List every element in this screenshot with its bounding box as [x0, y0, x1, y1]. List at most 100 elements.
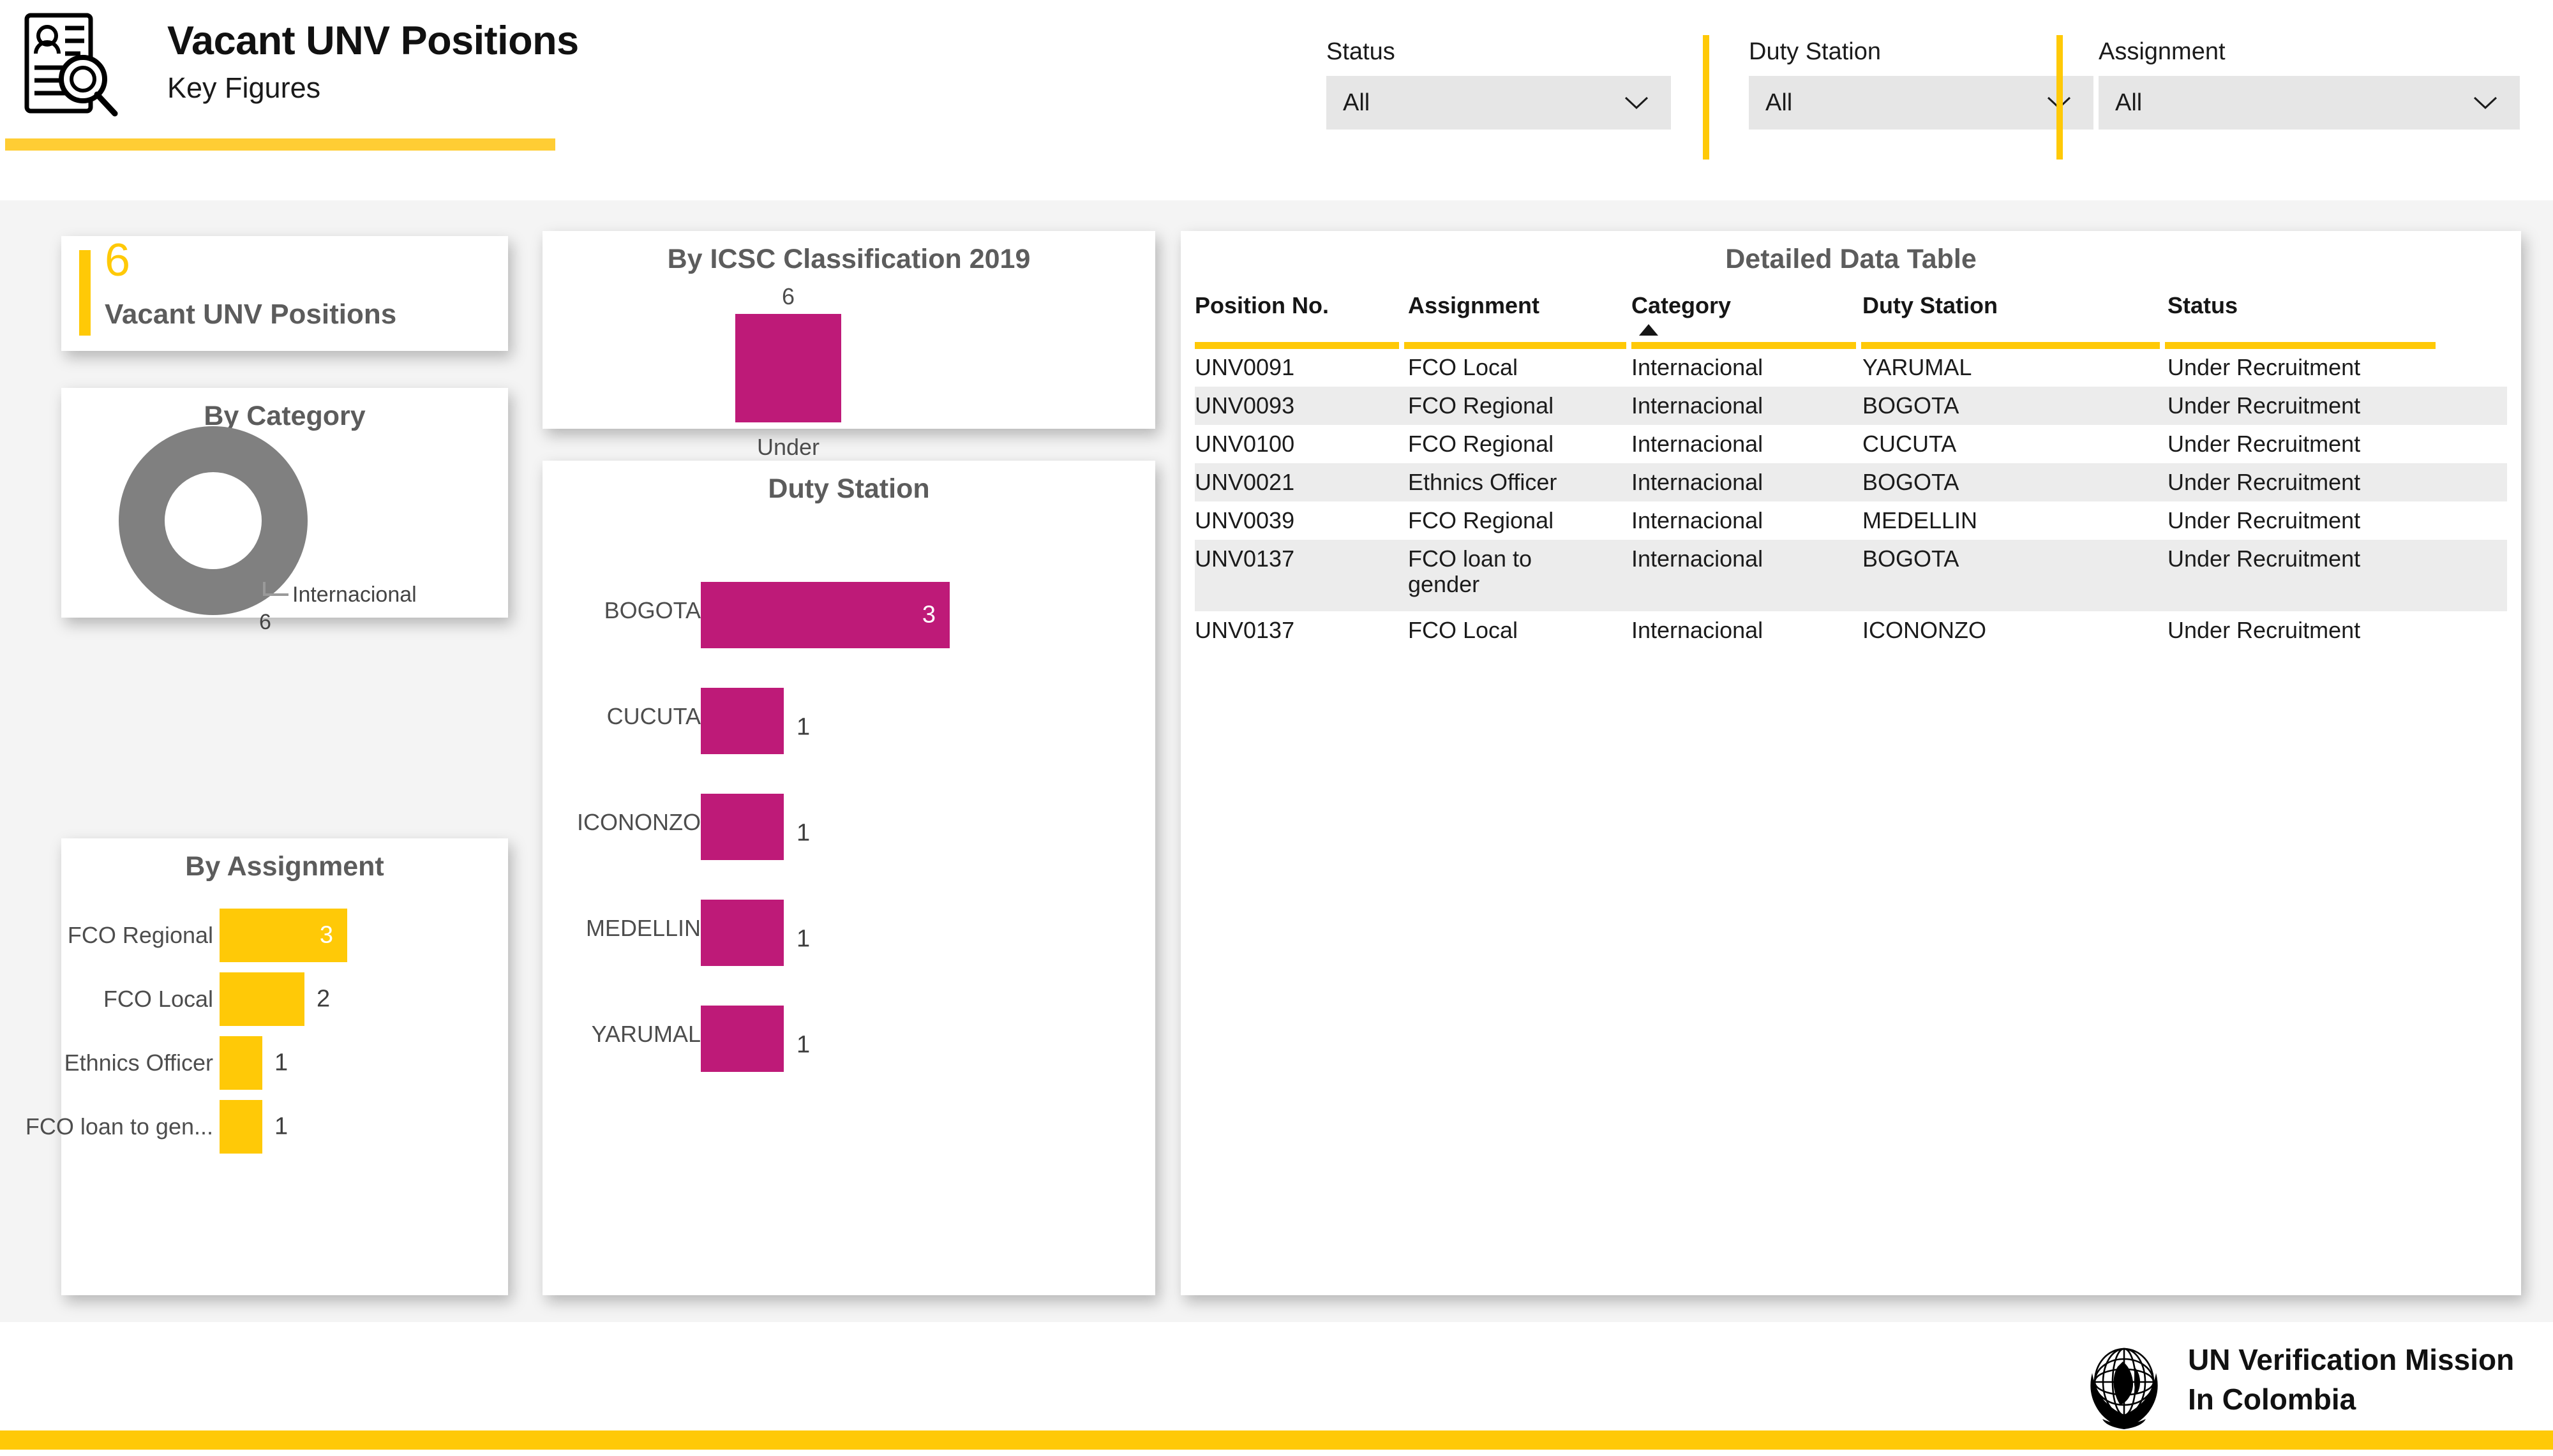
table-header-rule [2165, 342, 2436, 349]
data-table[interactable]: Position No. Assignment Category Duty St… [1195, 292, 2507, 650]
cell-position-no: UNV0100 [1195, 431, 1295, 457]
chevron-down-icon [1624, 96, 1649, 110]
bar-row-assignment[interactable]: FCO Regional 3 [61, 909, 508, 962]
donut-label-category: Internacional [292, 583, 417, 607]
bar-category-label: BOGOTA [604, 597, 701, 623]
column-header-assignment[interactable]: Assignment [1408, 292, 1540, 318]
bar-category-label: FCO loan to gen... [25, 1113, 213, 1140]
column-header-status[interactable]: Status [2167, 292, 2238, 318]
cell-assignment: Ethnics Officer [1408, 469, 1557, 495]
bar-fill[interactable] [701, 794, 784, 860]
bar-category-label: ICONONZO [577, 809, 701, 835]
bar-category-label: CUCUTA [606, 703, 701, 729]
bar-category-label: MEDELLIN [585, 915, 701, 941]
donut-slice-internacional [119, 426, 308, 615]
cell-duty-station: BOGOTA [1862, 469, 1959, 495]
cell-category: Internacional [1631, 392, 1763, 419]
table-row[interactable]: UNV0091 FCO Local Internacional YARUMAL … [1195, 348, 2507, 387]
bar-fill[interactable] [701, 1006, 784, 1072]
table-row[interactable]: UNV0137 FCO loan to gender Internacional… [1195, 540, 2507, 611]
cell-category: Internacional [1631, 507, 1763, 533]
bar-row-assignment[interactable]: Ethnics Officer 1 [61, 1036, 508, 1090]
cell-assignment: FCO Local [1408, 617, 1518, 643]
cell-category: Internacional [1631, 546, 1763, 572]
cell-category: Internacional [1631, 617, 1763, 643]
un-emblem-icon [2073, 1336, 2175, 1438]
bar-fill[interactable] [220, 972, 304, 1026]
column-header-position-no[interactable]: Position No. [1195, 292, 1329, 318]
cell-status: Under Recruitment [2167, 507, 2361, 533]
chart-card-by-icsc-classification[interactable]: By ICSC Classification 2019 6 UnderRecru… [543, 231, 1155, 486]
column-header-duty-station[interactable]: Duty Station [1862, 292, 1998, 318]
donut-leader-line [263, 582, 288, 596]
bar-row-duty-station[interactable]: YARUMAL 1 [543, 999, 1155, 1072]
cell-duty-station: BOGOTA [1862, 546, 1959, 572]
bar-value-label: 2 [317, 985, 331, 1013]
cell-assignment: FCO Regional [1408, 431, 1554, 457]
cell-duty-station: YARUMAL [1862, 354, 1972, 380]
donut-chart-by-category[interactable]: Internacional 6 [61, 425, 508, 634]
table-header-rule [1861, 342, 2160, 349]
header-accent-rule [5, 138, 555, 151]
chart-card-by-category[interactable]: By Category Internacional 6 [61, 388, 508, 634]
kpi-card-vacant-positions[interactable]: 6 Vacant UNV Positions [61, 236, 508, 351]
chart-card-by-assignment[interactable]: By Assignment FCO Regional 3 FCO Local 2… [26, 838, 508, 1295]
bar-value-label: 1 [797, 713, 811, 741]
table-row[interactable]: UNV0093 FCO Regional Internacional BOGOT… [1195, 387, 2507, 425]
footer-line-1: UN Verification Mission [2188, 1343, 2515, 1376]
bar-value-label: 1 [797, 1031, 811, 1059]
bar-row-duty-station[interactable]: ICONONZO 1 [543, 787, 1155, 860]
bar-fill[interactable]: 3 [701, 582, 950, 648]
bar-value-label: 3 [922, 601, 936, 628]
column-bar-under-recruitment[interactable] [735, 314, 841, 422]
page-title: Vacant UNV Positions [167, 19, 579, 63]
cell-duty-station: BOGOTA [1862, 392, 1959, 419]
cell-status: Under Recruitment [2167, 469, 2361, 495]
bar-row-duty-station[interactable]: CUCUTA 1 [543, 681, 1155, 754]
footer-accent-rule [0, 1430, 2553, 1450]
cell-duty-station: MEDELLIN [1862, 507, 1978, 533]
filter-assignment-value: All [2115, 89, 2143, 116]
cell-duty-station: CUCUTA [1862, 431, 1957, 457]
filter-duty-station-label: Duty Station [1749, 38, 1881, 65]
cell-status: Under Recruitment [2167, 392, 2361, 419]
table-row[interactable]: UNV0021 Ethnics Officer Internacional BO… [1195, 463, 2507, 501]
filter-assignment-select[interactable]: All [2099, 76, 2520, 130]
cell-category: Internacional [1631, 431, 1763, 457]
filter-divider-2 [2056, 35, 2063, 160]
bar-value-label: 3 [319, 921, 333, 949]
cell-status: Under Recruitment [2167, 431, 2361, 457]
filter-status-label: Status [1326, 38, 1395, 65]
bar-category-label: FCO Local [103, 986, 213, 1012]
filter-duty-station-select[interactable]: All [1749, 76, 2093, 130]
bar-row-assignment[interactable]: FCO loan to gen... 1 [26, 1100, 508, 1154]
filter-status-select[interactable]: All [1326, 76, 1671, 130]
cell-position-no: UNV0091 [1195, 354, 1295, 380]
chart-card-duty-station[interactable]: Duty Station BOGOTA 3 CUCUTA 1 ICONONZO … [543, 461, 1155, 1295]
table-row[interactable]: UNV0100 FCO Regional Internacional CUCUT… [1195, 425, 2507, 463]
donut-label-value: 6 [259, 610, 271, 634]
bar-row-duty-station[interactable]: MEDELLIN 1 [543, 893, 1155, 966]
cell-assignment: FCO loan to gender [1408, 546, 1532, 598]
bar-row-duty-station[interactable]: BOGOTA 3 [543, 576, 1155, 648]
chart-title-by-assignment: By Assignment [185, 851, 384, 882]
dashboard-canvas: 6 Vacant UNV Positions By Category Inter… [0, 200, 2553, 1322]
bar-fill[interactable]: 3 [220, 909, 347, 962]
table-row[interactable]: UNV0137 FCO Local Internacional ICONONZO… [1195, 611, 2507, 650]
filter-duty-station: Duty Station All [1749, 38, 2093, 130]
bar-fill[interactable] [220, 1100, 262, 1154]
bar-row-assignment[interactable]: FCO Local 2 [61, 972, 508, 1026]
column-header-category[interactable]: Category [1631, 292, 1732, 318]
filter-assignment: Assignment All [2099, 38, 2520, 130]
cell-assignment: FCO Regional [1408, 507, 1554, 533]
table-card-detailed-data[interactable]: Detailed Data Table Position No. Assignm… [1181, 231, 2521, 1295]
bar-fill[interactable] [220, 1036, 262, 1090]
chart-title-by-icsc: By ICSC Classification 2019 [667, 244, 1031, 274]
filter-divider-1 [1703, 35, 1709, 160]
bar-fill[interactable] [701, 900, 784, 966]
table-row[interactable]: UNV0039 FCO Regional Internacional MEDEL… [1195, 501, 2507, 540]
bar-category-label: FCO Regional [67, 922, 213, 948]
bar-fill[interactable] [701, 688, 784, 754]
cell-status: Under Recruitment [2167, 546, 2361, 572]
